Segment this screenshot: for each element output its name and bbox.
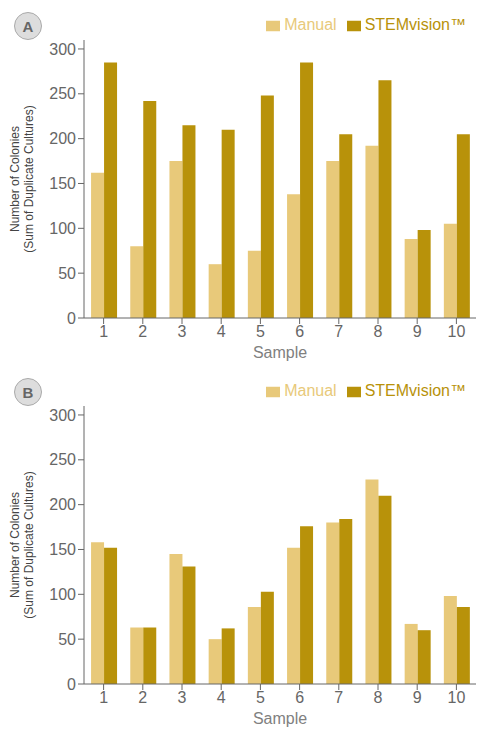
svg-text:250: 250 — [49, 451, 76, 468]
html-text:STEMvision™: STEMvision™ — [364, 382, 466, 399]
svg-text:10: 10 — [448, 323, 466, 340]
svg-text:9: 9 — [413, 689, 422, 706]
svg-text:1: 1 — [99, 689, 108, 706]
svg-text:200: 200 — [49, 496, 76, 513]
svg-text:300: 300 — [49, 407, 76, 424]
svg-text:6: 6 — [295, 323, 304, 340]
svg-text:9: 9 — [413, 323, 422, 340]
svg-text:7: 7 — [334, 323, 343, 340]
svg-text:8: 8 — [374, 323, 383, 340]
svg-text:8: 8 — [374, 689, 383, 706]
svg-text:100: 100 — [49, 220, 76, 237]
html-text:Manual: Manual — [284, 382, 337, 399]
svg-text:1: 1 — [99, 323, 108, 340]
svg-text:Sample: Sample — [253, 344, 307, 361]
svg-text:Sample: Sample — [253, 710, 307, 727]
svg-text:2: 2 — [138, 689, 147, 706]
svg-text:4: 4 — [217, 323, 226, 340]
svg-text:2: 2 — [138, 323, 147, 340]
html-text:A: A — [22, 17, 34, 35]
svg-text:150: 150 — [49, 541, 76, 558]
svg-text:10: 10 — [448, 689, 466, 706]
svg-text:4: 4 — [217, 689, 226, 706]
svg-text:Number of Colonies(Sum of Dupl: Number of Colonies(Sum of Duplicate Cult… — [8, 105, 36, 252]
html-text:Manual: Manual — [284, 16, 337, 33]
svg-text:250: 250 — [49, 85, 76, 102]
svg-text:0: 0 — [67, 676, 76, 693]
svg-text:100: 100 — [49, 586, 76, 603]
svg-text:7: 7 — [334, 689, 343, 706]
svg-text:200: 200 — [49, 130, 76, 147]
html-text:B: B — [22, 383, 34, 401]
svg-text:5: 5 — [256, 689, 265, 706]
svg-text:50: 50 — [58, 265, 76, 282]
svg-text:6: 6 — [295, 689, 304, 706]
svg-text:Number of Colonies(Sum of Dupl: Number of Colonies(Sum of Duplicate Cult… — [8, 471, 36, 618]
svg-text:3: 3 — [178, 689, 187, 706]
svg-text:3: 3 — [178, 323, 187, 340]
html-text:STEMvision™: STEMvision™ — [364, 16, 466, 33]
svg-text:0: 0 — [67, 310, 76, 327]
svg-text:5: 5 — [256, 323, 265, 340]
svg-text:50: 50 — [58, 631, 76, 648]
svg-text:150: 150 — [49, 175, 76, 192]
svg-text:300: 300 — [49, 41, 76, 58]
